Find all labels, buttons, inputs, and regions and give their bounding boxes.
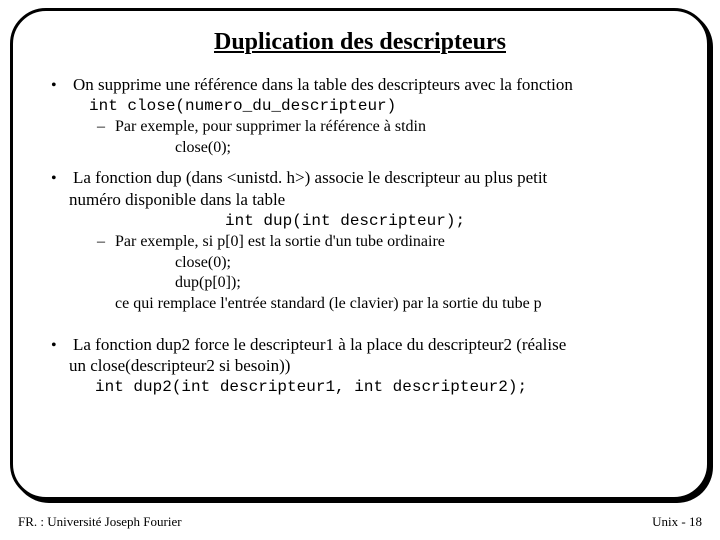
bullet-2-sub-text: Par exemple, si p[0] est la sortie d'un … [115, 233, 445, 250]
bullet-3-line2: un close(descripteur2 si besoin)) [69, 356, 290, 375]
slide-frame: Duplication des descripteurs On supprime… [10, 8, 710, 500]
bullet-list: On supprime une référence dans la table … [41, 74, 679, 396]
bullet-3-code: int dup2(int descripteur1, int descripte… [95, 378, 527, 396]
dash-icon: – [97, 117, 105, 137]
bullet-1-code: int close(numero_du_descripteur) [89, 97, 396, 115]
bullet-2-line2: numéro disponible dans la table [69, 190, 285, 209]
bullet-2-sub: – Par exemple, si p[0] est la sortie d'u… [55, 232, 679, 252]
footer-left: FR. : Université Joseph Fourier [18, 514, 182, 530]
bullet-1: On supprime une référence dans la table … [55, 74, 679, 157]
bullet-1-sub-text: Par exemple, pour supprimer la référence… [115, 118, 426, 135]
bullet-1-example: close(0); [175, 139, 231, 156]
bullet-2-ex1: close(0); [175, 254, 231, 271]
bullet-3-line1: La fonction dup2 force le descripteur1 à… [73, 335, 566, 354]
bullet-2: La fonction dup (dans <unistd. h>) assoc… [55, 167, 679, 314]
footer: FR. : Université Joseph Fourier Unix - 1… [18, 514, 702, 530]
bullet-2-code: int dup(int descripteur); [225, 212, 465, 230]
bullet-2-note: ce qui remplace l'entrée standard (le cl… [115, 295, 542, 312]
bullet-1-sub: – Par exemple, pour supprimer la référen… [55, 117, 679, 137]
bullet-1-text: On supprime une référence dans la table … [73, 75, 573, 94]
dash-icon: – [97, 232, 105, 252]
footer-right: Unix - 18 [652, 514, 702, 530]
bullet-2-ex2: dup(p[0]); [175, 274, 241, 291]
bullet-3: La fonction dup2 force le descripteur1 à… [55, 334, 679, 397]
slide-title: Duplication des descripteurs [41, 29, 679, 56]
bullet-2-line1: La fonction dup (dans <unistd. h>) assoc… [73, 168, 547, 187]
